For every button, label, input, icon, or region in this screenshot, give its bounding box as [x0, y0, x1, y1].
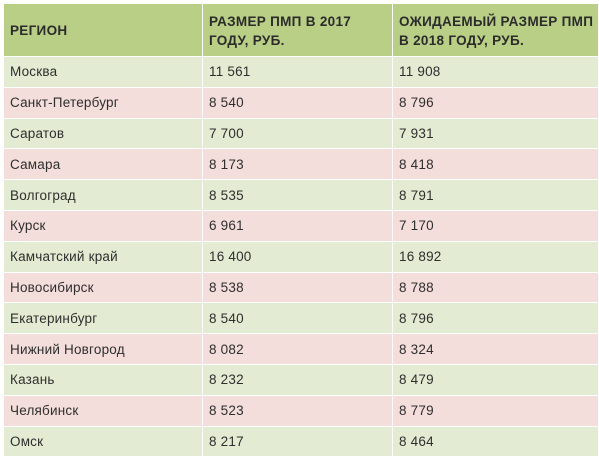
column-header-pmp-2017: РАЗМЕР ПМП В 2017 ГОДУ, РУБ.	[202, 3, 393, 57]
cell-region: Нижний Новгород	[3, 333, 203, 365]
table-row: Новосибирск 8 538 8 788	[3, 271, 599, 304]
cell-pmp-2018: 7 931	[392, 117, 599, 150]
header-row: РЕГИОН РАЗМЕР ПМП В 2017 ГОДУ, РУБ. ОЖИД…	[3, 3, 599, 57]
cell-pmp-2018: 11 908	[392, 56, 599, 88]
column-header-pmp-2018: ОЖИДАЕМЫЙ РАЗМЕР ПМП В 2018 ГОДУ, РУБ.	[392, 3, 599, 57]
cell-pmp-2017: 8 523	[202, 394, 393, 427]
cell-pmp-2017: 8 217	[202, 425, 393, 458]
table-row: Курск 6 961 7 170	[3, 209, 599, 242]
cell-pmp-2017: 8 535	[202, 179, 393, 211]
cell-pmp-2018: 8 791	[392, 179, 599, 211]
pmp-table: РЕГИОН РАЗМЕР ПМП В 2017 ГОДУ, РУБ. ОЖИД…	[3, 3, 599, 458]
cell-region: Саратов	[3, 117, 203, 150]
cell-pmp-2018: 8 464	[392, 425, 599, 458]
table-header: РЕГИОН РАЗМЕР ПМП В 2017 ГОДУ, РУБ. ОЖИД…	[3, 3, 599, 57]
cell-pmp-2017: 11 561	[202, 56, 393, 88]
column-header-pmp-2017-label: РАЗМЕР ПМП В 2017 ГОДУ, РУБ.	[209, 14, 352, 48]
column-header-region: РЕГИОН	[3, 3, 203, 57]
cell-region: Самара	[3, 148, 203, 181]
cell-pmp-2017: 6 961	[202, 209, 393, 242]
table-row: Самара 8 173 8 418	[3, 148, 599, 181]
cell-pmp-2018: 8 796	[392, 302, 599, 335]
cell-region: Курск	[3, 209, 203, 242]
cell-region: Омск	[3, 425, 203, 458]
cell-region: Новосибирск	[3, 271, 203, 304]
table-row: Нижний Новгород 8 082 8 324	[3, 333, 599, 365]
cell-region: Екатеринбург	[3, 302, 203, 335]
cell-pmp-2017: 8 173	[202, 148, 393, 181]
cell-pmp-2018: 7 170	[392, 209, 599, 242]
cell-pmp-2017: 8 540	[202, 86, 393, 119]
cell-pmp-2017: 8 538	[202, 271, 393, 304]
cell-region: Москва	[3, 56, 203, 88]
cell-pmp-2017: 8 232	[202, 363, 393, 396]
table-row: Саратов 7 700 7 931	[3, 117, 599, 150]
table-row: Казань 8 232 8 479	[3, 363, 599, 396]
cell-pmp-2017: 16 400	[202, 240, 393, 273]
table-row: Камчатский край 16 400 16 892	[3, 240, 599, 273]
cell-pmp-2018: 8 788	[392, 271, 599, 304]
cell-pmp-2017: 8 082	[202, 333, 393, 365]
column-header-pmp-2018-label: ОЖИДАЕМЫЙ РАЗМЕР ПМП В 2018 ГОДУ, РУБ.	[399, 14, 594, 48]
table-row: Москва 11 561 11 908	[3, 56, 599, 88]
cell-pmp-2018: 8 779	[392, 394, 599, 427]
cell-region: Санкт-Петербург	[3, 86, 203, 119]
cell-pmp-2018: 8 324	[392, 333, 599, 365]
cell-pmp-2018: 8 796	[392, 86, 599, 119]
table-row: Челябинск 8 523 8 779	[3, 394, 599, 427]
cell-pmp-2018: 8 418	[392, 148, 599, 181]
cell-region: Камчатский край	[3, 240, 203, 273]
cell-pmp-2018: 16 892	[392, 240, 599, 273]
cell-pmp-2017: 8 540	[202, 302, 393, 335]
table-row: Санкт-Петербург 8 540 8 796	[3, 86, 599, 119]
cell-region: Казань	[3, 363, 203, 396]
table-row: Омск 8 217 8 464	[3, 425, 599, 458]
cell-region: Волгоград	[3, 179, 203, 211]
table-body: Москва 11 561 11 908 Санкт-Петербург 8 5…	[3, 56, 599, 458]
cell-region: Челябинск	[3, 394, 203, 427]
cell-pmp-2018: 8 479	[392, 363, 599, 396]
table-row: Екатеринбург 8 540 8 796	[3, 302, 599, 335]
table-row: Волгоград 8 535 8 791	[3, 179, 599, 211]
cell-pmp-2017: 7 700	[202, 117, 393, 150]
